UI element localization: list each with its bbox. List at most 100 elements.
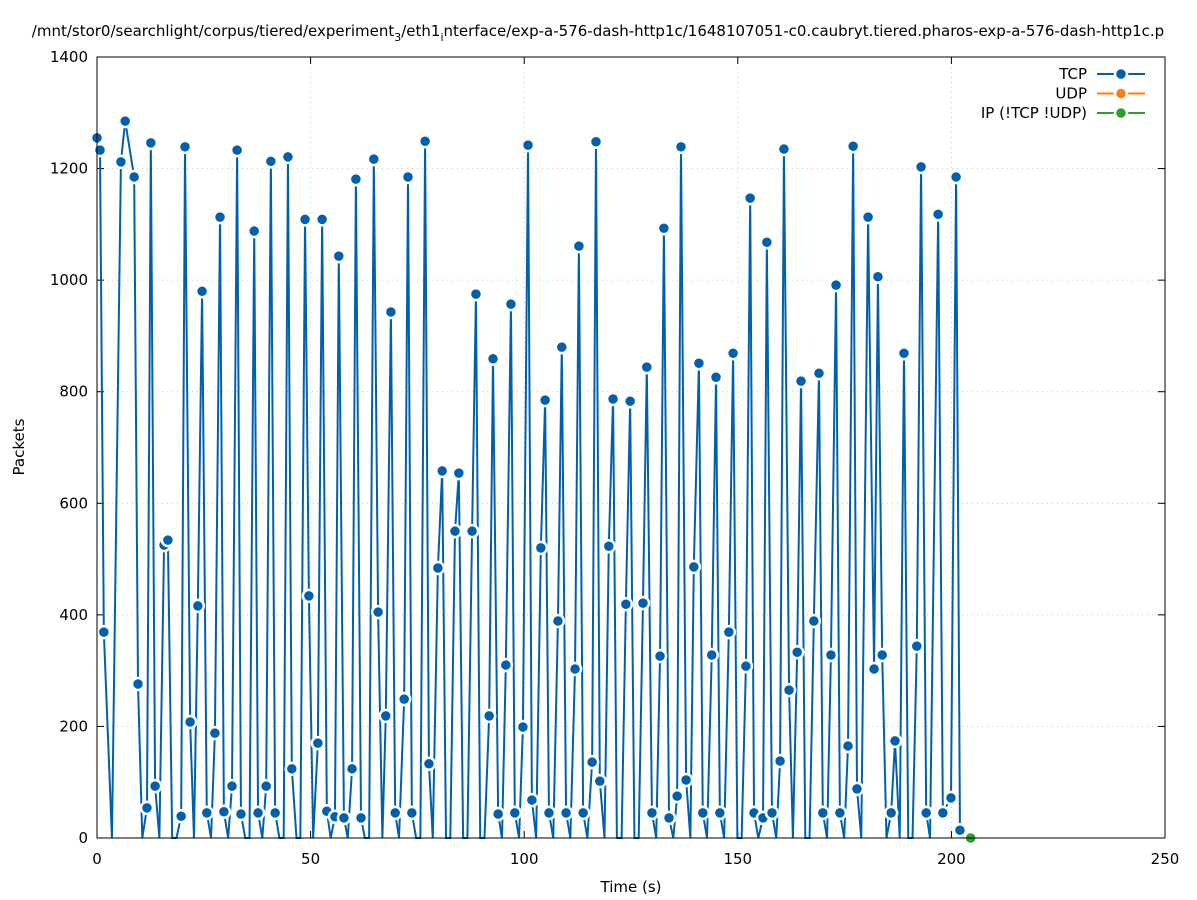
tcp-point (130, 676, 146, 692)
tcp-point (644, 805, 660, 821)
tcp-point (224, 778, 240, 794)
tcp-point (811, 366, 827, 381)
tcp-point (883, 805, 899, 821)
tcp-point (246, 223, 262, 239)
tcp-point (622, 393, 638, 409)
legend-marker-ip (1113, 105, 1129, 121)
chart-title: /mnt/stor0/searchlight/corpus/tiered/exp… (32, 22, 1164, 44)
tcp-point (92, 142, 108, 158)
tcp-point (678, 772, 694, 788)
tcp-point (759, 234, 775, 250)
tcp-point (874, 647, 890, 663)
tcp-point (366, 151, 382, 167)
tcp-point (160, 532, 176, 548)
tcp-point (781, 682, 797, 698)
tcp-point (383, 304, 399, 320)
tcp-point (913, 159, 929, 175)
y-tick-label: 0 (78, 829, 88, 847)
x-tick-label: 50 (301, 850, 320, 868)
x-tick-label: 100 (510, 850, 539, 868)
tcp-point (635, 595, 651, 611)
tcp-point (935, 805, 951, 821)
legend-label-tcp: TCP (1058, 65, 1087, 83)
tcp-point (695, 805, 711, 821)
tcp-point (588, 134, 604, 150)
tcp-point (918, 805, 934, 821)
tcp-point (430, 560, 446, 576)
tcp-point (673, 139, 689, 155)
tcp-point (263, 154, 279, 169)
y-tick-label: 1400 (50, 48, 88, 66)
tcp-point (258, 778, 274, 794)
grid (97, 57, 1165, 838)
tcp-point (686, 559, 702, 575)
axis-ticks: 0 200 400 600 800 1000 1200 1400 0 50 100 150 200 250 (50, 48, 1180, 868)
tcp-point (468, 286, 484, 302)
tcp-point (301, 588, 317, 604)
tcp-point (669, 788, 685, 804)
tcp-point (370, 604, 386, 620)
y-tick-label: 600 (59, 494, 88, 512)
tcp-point (567, 661, 583, 677)
tcp-point (571, 238, 587, 254)
tcp-point (772, 753, 788, 769)
tcp-point (896, 345, 912, 361)
tcp-point (199, 805, 215, 821)
tcp-point (490, 806, 506, 822)
tcp-point (233, 806, 249, 822)
tcp-point (481, 708, 497, 724)
tcp-point (845, 139, 861, 154)
tcp-point (742, 190, 758, 206)
tcp-point (485, 351, 501, 367)
y-axis-label: Packets (10, 418, 28, 475)
tcp-point (177, 139, 193, 155)
tcp-point (520, 137, 536, 153)
tcp-point (207, 725, 223, 741)
tcp-point (840, 738, 856, 754)
tcp-point (704, 647, 719, 663)
tcp-point (348, 171, 364, 187)
tcp-point (849, 781, 865, 797)
tcp-point (314, 212, 330, 227)
tcp-point (267, 805, 283, 821)
tcp-point (866, 661, 882, 677)
tcp-point (524, 792, 540, 808)
y-tick-label: 400 (59, 606, 88, 624)
tcp-point (789, 644, 805, 660)
tcp-point (400, 169, 416, 185)
tcp-point (434, 463, 450, 479)
tcp-point (143, 135, 159, 151)
tcp-point (943, 790, 959, 806)
tcp-point (541, 805, 557, 821)
tcp-point (652, 648, 668, 664)
tcp-point (417, 133, 433, 149)
tcp-point (173, 808, 189, 824)
legend-marker-tcp (1113, 66, 1129, 82)
tcp-point (96, 624, 112, 640)
tcp-point (575, 805, 591, 821)
tcp-point (708, 369, 724, 385)
tcp-point (336, 810, 352, 826)
legend-label-ip: IP (!TCP !UDP) (981, 104, 1087, 122)
tcp-point (887, 733, 903, 749)
tcp-point (117, 113, 133, 129)
tcp-line (96, 120, 966, 839)
tcp-point (952, 822, 968, 838)
tcp-point (909, 638, 925, 654)
y-tick-label: 1000 (50, 271, 88, 289)
tcp-point (515, 719, 531, 735)
tcp-point (691, 356, 707, 371)
tcp-point (592, 773, 608, 789)
tcp-point (537, 392, 553, 408)
tcp-point (404, 805, 420, 821)
x-tick-label: 250 (1151, 850, 1180, 868)
tcp-point (447, 523, 463, 539)
series-layer (89, 113, 978, 846)
x-axis-label: Time (s) (600, 878, 662, 896)
plot-border (96, 56, 1166, 839)
tcp-point (451, 465, 467, 481)
y-tick-label: 1200 (50, 160, 88, 178)
tcp-point (310, 735, 326, 751)
tcp-point (464, 523, 480, 539)
